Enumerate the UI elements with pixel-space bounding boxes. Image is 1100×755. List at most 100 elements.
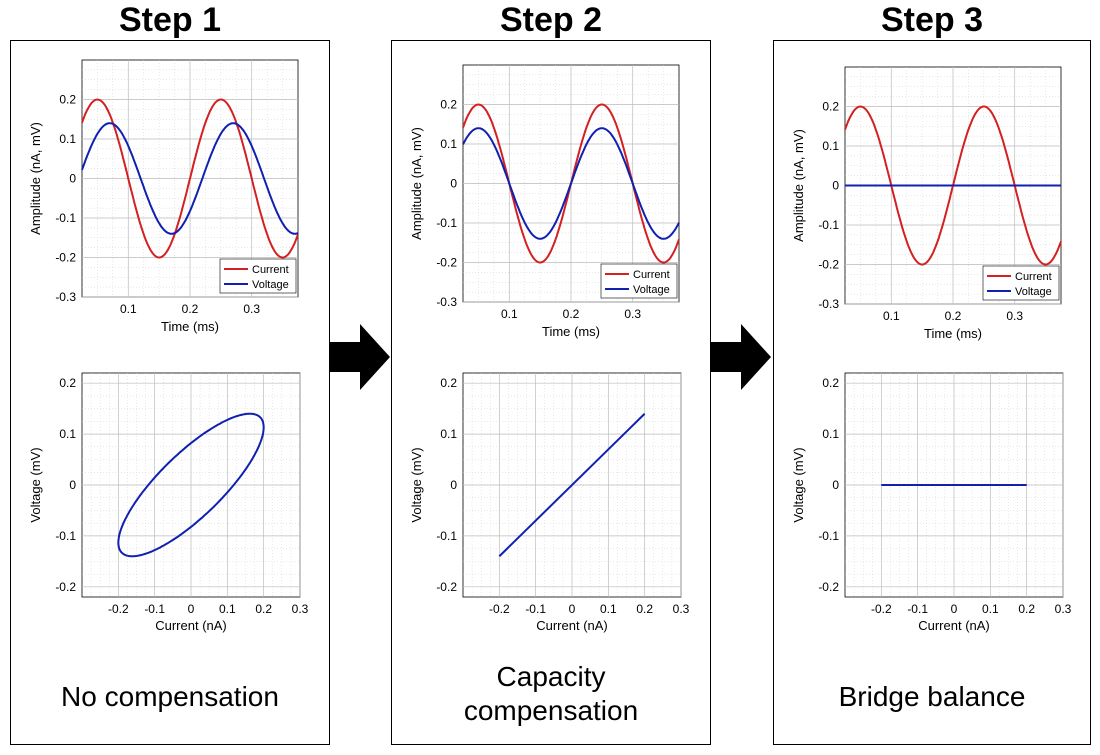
y-axis-label: Amplitude (nA, mV)	[28, 122, 43, 235]
y-tick-label: 0.2	[440, 376, 457, 390]
y-tick-label: 0.2	[59, 93, 76, 107]
x-tick-label: 0.1	[883, 309, 900, 323]
x-tick-label: -0.1	[144, 602, 165, 616]
y-axis-label: Voltage (mV)	[409, 447, 424, 522]
step-3-title: Step 3	[880, 1, 984, 39]
y-axis-label: Voltage (mV)	[28, 447, 43, 522]
x-axis-label: Current (nA)	[918, 618, 990, 633]
y-tick-label: 0	[450, 478, 457, 492]
step-2-caption-line-1: Capacity	[496, 661, 606, 692]
y-tick-label: 0	[69, 172, 76, 186]
x-tick-label: 0.1	[501, 307, 518, 321]
x-axis-label: Time (ms)	[542, 324, 600, 339]
y-tick-label: 0.2	[440, 98, 457, 112]
x-tick-label: 0.1	[982, 602, 999, 616]
legend-current-label: Current	[1015, 271, 1052, 283]
step-2-caption: Capacity compensation	[393, 660, 709, 728]
y-tick-label: 0.1	[822, 427, 839, 441]
x-tick-label: 0	[569, 602, 576, 616]
y-tick-label: -0.1	[55, 211, 76, 225]
y-tick-label: -0.1	[55, 529, 76, 543]
legend-current-label: Current	[633, 269, 670, 281]
arrow-right-icon	[330, 324, 390, 390]
current-series-line	[81, 98, 299, 259]
y-tick-label: 0.2	[822, 376, 839, 390]
y-tick-label: 0	[450, 177, 457, 191]
step-2-title: Step 2	[499, 1, 603, 39]
y-tick-label: 0.1	[440, 427, 457, 441]
y-tick-label: 0.1	[822, 139, 839, 153]
x-axis-label: Current (nA)	[155, 618, 227, 633]
y-tick-label: -0.2	[55, 251, 76, 265]
x-tick-label: 0.3	[243, 302, 260, 316]
step-1-caption-line-1: No compensation	[61, 681, 279, 712]
step-3-caption: Bridge balance	[775, 680, 1089, 714]
x-axis-label: Time (ms)	[161, 319, 219, 334]
x-tick-label: 0.2	[1018, 602, 1035, 616]
legend-voltage-label: Voltage	[1015, 286, 1052, 298]
x-tick-label: 0.2	[182, 302, 199, 316]
x-tick-label: -0.2	[108, 602, 129, 616]
y-tick-label: 0.2	[59, 376, 76, 390]
step-3-caption-line-1: Bridge balance	[838, 681, 1026, 712]
step-1-xy-plot: -0.2 -0.1 0 0.1 0.2 0.3 0.2 0.1 0 -0.1 -0.2 Current…	[28, 372, 309, 633]
iv-trace-line	[498, 413, 646, 557]
step-1-title: Step 1	[118, 1, 222, 39]
y-tick-label: 0.1	[59, 427, 76, 441]
step-2-time-plot: 0.1 0.2 0.3 0.2 0.1 0 -0.1 -0.2 -0.3 Time (ms) Amp…	[409, 64, 680, 339]
x-tick-label: -0.1	[525, 602, 546, 616]
x-tick-label: 0.1	[120, 302, 137, 316]
y-axis-label: Amplitude (nA, mV)	[409, 127, 424, 240]
y-axis-label: Amplitude (nA, mV)	[791, 129, 806, 242]
x-tick-label: -0.2	[489, 602, 510, 616]
x-tick-label: 0.2	[636, 602, 653, 616]
y-axis-label: Voltage (mV)	[791, 447, 806, 522]
y-tick-label: 0	[832, 478, 839, 492]
arrow-right-icon	[711, 324, 771, 390]
legend-voltage-label: Voltage	[252, 279, 289, 291]
step-2-xy-plot: -0.2 -0.1 0 0.1 0.2 0.3 0.2 0.1 0 -0.1 -0.2 Current…	[409, 372, 690, 633]
y-tick-label: 0.2	[822, 100, 839, 114]
x-tick-label: 0.3	[673, 602, 690, 616]
voltage-series-line	[462, 127, 680, 240]
iv-trace-line	[117, 412, 265, 558]
y-tick-label: 0.1	[59, 132, 76, 146]
x-tick-label: 0.2	[945, 309, 962, 323]
x-tick-label: 0.3	[1006, 309, 1023, 323]
x-tick-label: 0.3	[624, 307, 641, 321]
y-tick-label: -0.2	[436, 256, 457, 270]
x-tick-label: 0	[951, 602, 958, 616]
y-tick-label: -0.1	[818, 218, 839, 232]
y-tick-label: -0.1	[818, 529, 839, 543]
legend-voltage-label: Voltage	[633, 284, 670, 296]
legend-box	[982, 265, 1060, 301]
y-tick-label: -0.2	[818, 258, 839, 272]
x-tick-label: 0.1	[600, 602, 617, 616]
step-1-time-plot: 0.1 0.2 0.3 0.2 0.1 0 -0.1 -0.2 -0.3 Time (ms) Amp…	[28, 59, 299, 334]
x-tick-label: 0.2	[563, 307, 580, 321]
y-tick-label: 0.1	[440, 137, 457, 151]
y-tick-label: 0	[832, 179, 839, 193]
x-tick-label: -0.2	[871, 602, 892, 616]
y-tick-label: -0.2	[818, 580, 839, 594]
y-tick-label: -0.1	[436, 216, 457, 230]
x-tick-label: 0	[188, 602, 195, 616]
x-axis-label: Time (ms)	[924, 326, 982, 341]
step-3-time-plot: 0.1 0.2 0.3 0.2 0.1 0 -0.1 -0.2 -0.3 Time (ms) Amp…	[791, 66, 1062, 341]
y-tick-label: 0	[69, 478, 76, 492]
y-tick-label: -0.2	[436, 580, 457, 594]
x-tick-label: 0.2	[255, 602, 272, 616]
step-2-caption-line-2: compensation	[463, 695, 639, 726]
step-3-xy-plot: -0.2 -0.1 0 0.1 0.2 0.3 0.2 0.1 0 -0.1 -0.2 Current…	[791, 372, 1072, 633]
y-tick-label: -0.3	[818, 297, 839, 311]
legend-box	[600, 263, 678, 299]
x-tick-label: 0.3	[1055, 602, 1072, 616]
x-axis-label: Current (nA)	[536, 618, 608, 633]
y-tick-label: -0.2	[55, 580, 76, 594]
x-tick-label: 0.1	[219, 602, 236, 616]
voltage-series-line	[81, 122, 299, 235]
legend-current-label: Current	[252, 264, 289, 276]
y-tick-label: -0.3	[436, 295, 457, 309]
legend-box	[219, 258, 297, 294]
x-tick-label: 0.3	[292, 602, 309, 616]
